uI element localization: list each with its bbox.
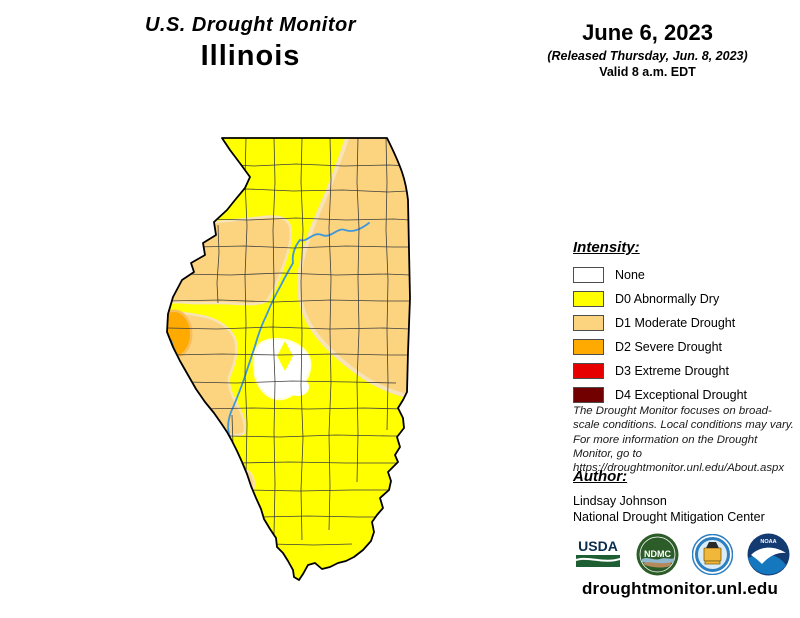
map-region-d1-west-central [167, 215, 292, 306]
map-date: June 6, 2023 [582, 20, 713, 45]
legend-label-none: None [615, 268, 645, 282]
disclaimer-text: The Drought Monitor focuses on broad-sca… [573, 405, 794, 474]
legend-row-d4: D4 Exceptional Drought [573, 383, 799, 407]
legend-row-d0: D0 Abnormally Dry [573, 287, 799, 311]
usda-logo: USDA [576, 539, 620, 567]
author-block: Author: Lindsay Johnson National Drought… [573, 468, 800, 526]
legend-label-d1: D1 Moderate Drought [615, 316, 736, 330]
d4-swatch [573, 387, 604, 403]
date-block: June 6, 2023 (Released Thursday, Jun. 8,… [525, 20, 770, 79]
author-organization: National Drought Mitigation Center [573, 510, 765, 525]
valid-time: Valid 8 a.m. EDT [599, 65, 696, 79]
legend-label-d4: D4 Exceptional Drought [615, 388, 748, 402]
usda-logo-text: USDA [578, 539, 618, 554]
report-title: U.S. Drought Monitor [144, 14, 357, 36]
legend-title: Intensity: [573, 239, 640, 256]
none-swatch [573, 267, 604, 283]
legend-row-none: None [573, 263, 799, 287]
ndmc-logo-text: NDMC [644, 549, 671, 559]
state-outline [166, 137, 411, 581]
noaa-logo: NOAA [747, 533, 790, 575]
release-date: (Released Thursday, Jun. 8, 2023) [547, 49, 748, 63]
legend: Intensity: None D0 Abnormally Dry D1 Mod… [573, 239, 799, 407]
map-region-d0-notch [277, 341, 293, 371]
legend-label-d0: D0 Abnormally Dry [615, 292, 720, 306]
legend-label-d2: D2 Severe Drought [615, 340, 723, 354]
footer-url: droughtmonitor.unl.edu [581, 579, 779, 598]
illinois-drought-map [166, 137, 411, 581]
header-left: U.S. Drought Monitor Illinois [128, 14, 373, 73]
noaa-logo-text: NOAA [760, 539, 776, 545]
d0-swatch [573, 291, 604, 307]
partner-logos: USDA NDMC NOAA [574, 531, 790, 577]
map-region-none-lobe [287, 378, 309, 396]
d3-swatch [573, 363, 604, 379]
d1-swatch [573, 315, 604, 331]
legend-row-d1: D1 Moderate Drought [573, 311, 799, 335]
state-title: Illinois [200, 40, 301, 72]
legend-label-d3: D3 Extreme Drought [615, 364, 729, 378]
legend-row-d2: D2 Severe Drought [573, 335, 799, 359]
author-title: Author: [573, 468, 628, 485]
d2-swatch [573, 339, 604, 355]
ndmc-logo: NDMC [636, 533, 679, 575]
unl-logo [692, 533, 734, 575]
author-name: Lindsay Johnson [573, 494, 667, 508]
legend-row-d3: D3 Extreme Drought [573, 359, 799, 383]
